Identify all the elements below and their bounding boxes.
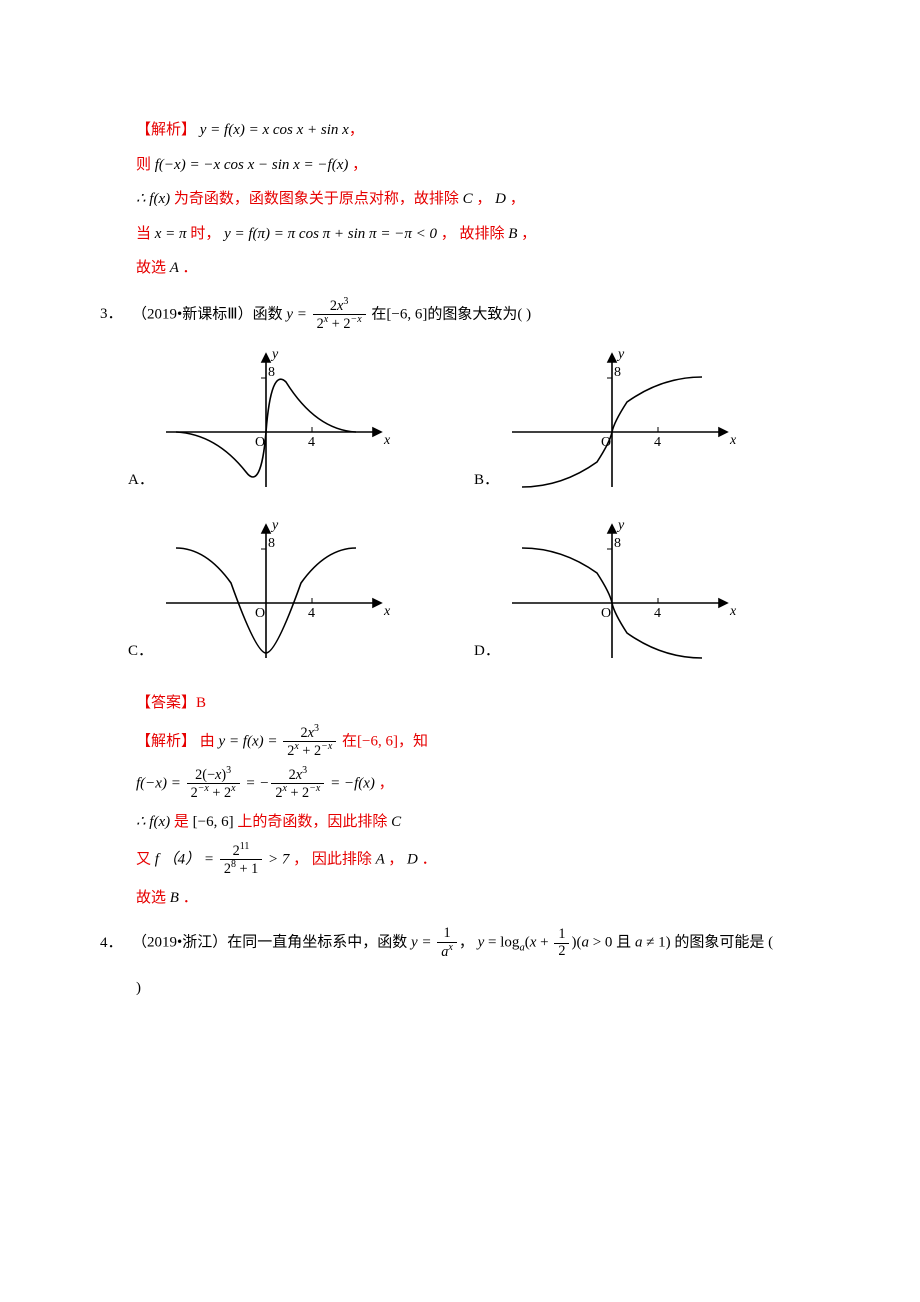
q2-analysis-line2: 则 f(−x) = −x cos x − sin x = −f(x) ， — [136, 151, 820, 180]
svg-text:x: x — [729, 433, 737, 448]
svg-text:4: 4 — [308, 435, 315, 450]
svg-text:y: y — [270, 347, 279, 362]
svg-text:8: 8 — [614, 365, 621, 380]
q3-graph-A: y x O 8 4 — [156, 342, 474, 503]
svg-text:8: 8 — [268, 365, 275, 380]
q2-analysis-line1: 【解析】 y = f(x) = x cos x + sin x， — [136, 116, 820, 145]
q3-graph-B: y x O 8 4 — [502, 342, 820, 503]
svg-text:4: 4 — [654, 606, 661, 621]
q3-options: A． yx O 8 4 B． — [128, 342, 820, 683]
svg-text:O: O — [601, 606, 611, 621]
svg-text:x: x — [729, 604, 737, 619]
q2-analysis-label: 【解析】 — [136, 122, 196, 138]
q3-analysis-line2: f(−x) = 2(−x)32−x + 2x = −2x32x + 2−x = … — [136, 766, 820, 802]
svg-text:8: 8 — [268, 536, 275, 551]
q3-option-C: C． yx O 8 4 — [128, 513, 474, 674]
q3-graph-D: y x O 8 4 — [502, 513, 820, 674]
q3-number: 3． — [100, 300, 132, 329]
q2-analysis-line4: 当 x = π 时， y = f(π) = π cos π + sin π = … — [136, 220, 820, 249]
svg-text:O: O — [601, 435, 611, 450]
q3-stem: 3．（2019•新课标Ⅲ）函数 y = 2x32x + 2−x 在[−6, 6]… — [100, 297, 820, 333]
q2-analysis-line3: ∴ f(x) 为奇函数，函数图象关于原点对称，故排除 C ， D ， — [136, 185, 820, 214]
svg-text:4: 4 — [308, 606, 315, 621]
svg-text:y: y — [616, 347, 625, 362]
q3-conclusion: 故选 B ． — [136, 884, 820, 913]
q3-analysis-line3: ∴ f(x) 是 [−6, 6] 上的奇函数，因此排除 C — [136, 808, 820, 837]
q3-analysis-line4: 又 f （4） = 21128 + 1 > 7 ， 因此排除 A ， D ． — [136, 842, 820, 878]
q3-answer: 【答案】B — [136, 689, 820, 718]
q2-conclusion: 故选 A ． — [136, 254, 820, 283]
svg-text:y: y — [270, 518, 279, 533]
svg-text:4: 4 — [654, 435, 661, 450]
q3-option-A: A． yx O 8 4 — [128, 342, 474, 503]
q3-option-B: B． yx O 8 4 — [474, 342, 820, 503]
q3-analysis-line1: 【解析】 由 y = f(x) = 2x32x + 2−x 在[−6, 6]，知 — [136, 724, 820, 760]
svg-text:8: 8 — [614, 536, 621, 551]
svg-text:O: O — [255, 435, 265, 450]
q3-option-D: D． yx O 8 4 — [474, 513, 820, 674]
q4-close: ) — [136, 974, 820, 1003]
svg-text:O: O — [255, 606, 265, 621]
svg-text:x: x — [383, 604, 391, 619]
q2-eq1: y = f(x) = x cos x + sin x — [200, 122, 349, 138]
svg-text:y: y — [616, 518, 625, 533]
q4-number: 4． — [100, 929, 132, 958]
q3-graph-C: y x O 8 4 — [156, 513, 474, 674]
q4-stem: 4．（2019•浙江）在同一直角坐标系中，函数 y = 1ax， y = log… — [100, 926, 820, 960]
svg-text:x: x — [383, 433, 391, 448]
